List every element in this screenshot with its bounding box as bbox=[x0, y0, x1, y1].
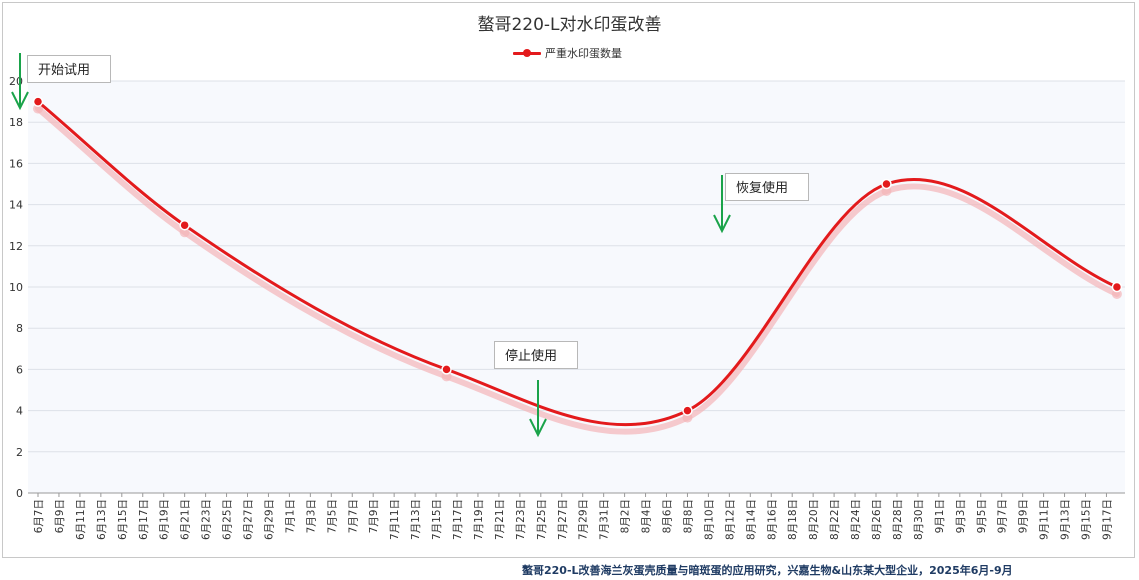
x-tick-label: 8月8日 bbox=[682, 499, 694, 533]
x-tick-label: 6月25日 bbox=[222, 499, 234, 540]
x-tick-label: 9月15日 bbox=[1081, 499, 1093, 540]
x-tick-label: 8月4日 bbox=[641, 499, 653, 533]
y-tick-label: 14 bbox=[9, 199, 23, 212]
x-tick-label: 7月17日 bbox=[452, 499, 464, 540]
annotation-arrows bbox=[11, 53, 731, 438]
x-tick-label: 9月11日 bbox=[1039, 499, 1051, 540]
arrow-head-icon bbox=[713, 214, 731, 234]
series-point[interactable] bbox=[682, 405, 693, 416]
x-tick-label: 8月30日 bbox=[913, 499, 925, 540]
chart-title: 螯哥220-L对水印蛋改善 bbox=[477, 15, 662, 35]
x-tick-label: 9月5日 bbox=[976, 499, 988, 533]
footer-caption: 螯哥220-L改善海兰灰蛋壳质量与暗斑蛋的应用研究，兴嘉生物&山东某大型企业，2… bbox=[522, 564, 1013, 577]
legend-label: 严重水印蛋数量 bbox=[545, 47, 622, 60]
x-tick-label: 8月26日 bbox=[871, 499, 883, 540]
x-tick-label: 6月13日 bbox=[96, 499, 108, 540]
x-tick-label: 6月21日 bbox=[180, 499, 192, 540]
x-tick-label: 8月28日 bbox=[892, 499, 904, 540]
x-tick-label: 9月9日 bbox=[1018, 499, 1030, 533]
series-point[interactable] bbox=[179, 219, 190, 231]
x-tick-label: 8月22日 bbox=[829, 499, 841, 540]
x-tick-label: 7月1日 bbox=[284, 499, 296, 533]
x-tick-label: 7月29日 bbox=[578, 499, 590, 540]
chart-frame bbox=[2, 2, 1135, 558]
series-point[interactable] bbox=[881, 178, 892, 190]
x-tick-label: 9月17日 bbox=[1101, 499, 1113, 540]
x-tick-label: 8月12日 bbox=[724, 499, 736, 540]
x-tick-label: 7月19日 bbox=[473, 499, 485, 540]
x-tick-label: 6月15日 bbox=[117, 499, 129, 540]
y-tick-label: 4 bbox=[16, 405, 23, 418]
x-tick-label: 9月1日 bbox=[934, 499, 946, 533]
x-tick-label: 9月3日 bbox=[955, 499, 967, 533]
y-tick-label: 6 bbox=[16, 363, 23, 376]
legend-swatch-icon bbox=[513, 48, 541, 58]
x-tick-label: 6月23日 bbox=[201, 499, 213, 540]
y-tick-label: 8 bbox=[16, 322, 23, 335]
x-tick-label: 7月23日 bbox=[515, 499, 527, 540]
x-tick-label: 7月5日 bbox=[326, 499, 338, 533]
x-tick-label: 6月27日 bbox=[243, 499, 255, 540]
x-tick-label: 7月9日 bbox=[368, 499, 380, 533]
x-tick-label: 7月13日 bbox=[410, 499, 422, 540]
annotation-start: 开始试用 bbox=[27, 55, 111, 83]
x-tick-label: 7月25日 bbox=[536, 499, 548, 540]
x-tick-label: 6月17日 bbox=[138, 499, 150, 540]
x-tick-label: 7月15日 bbox=[431, 499, 443, 540]
series-layer bbox=[32, 96, 1123, 435]
grid bbox=[28, 80, 1125, 494]
arrow-head-icon bbox=[529, 418, 547, 438]
x-tick-label: 7月31日 bbox=[599, 499, 611, 540]
x-tick-label: 8月14日 bbox=[745, 499, 757, 540]
x-tick-label: 9月13日 bbox=[1060, 499, 1072, 540]
x-tick-label: 7月7日 bbox=[347, 499, 359, 533]
y-tick-label: 16 bbox=[9, 157, 23, 170]
x-tick-label: 9月7日 bbox=[997, 499, 1009, 533]
series-point[interactable] bbox=[32, 96, 44, 107]
x-tick-label: 6月9日 bbox=[54, 499, 66, 533]
arrow-head-icon bbox=[11, 91, 29, 111]
legend[interactable]: 严重水印蛋数量 bbox=[513, 45, 622, 61]
x-tick-label: 6月7日 bbox=[33, 499, 45, 533]
x-tick-label: 8月20日 bbox=[808, 499, 820, 540]
y-tick-label: 2 bbox=[16, 446, 23, 459]
y-tick-label: 0 bbox=[16, 487, 23, 500]
x-tick-label: 6月19日 bbox=[159, 499, 171, 540]
x-tick-label: 7月21日 bbox=[494, 499, 506, 540]
x-tick-label: 8月24日 bbox=[850, 499, 862, 540]
series-point[interactable] bbox=[441, 364, 452, 375]
y-tick-label: 10 bbox=[9, 281, 23, 294]
x-tick-label: 8月6日 bbox=[662, 499, 674, 533]
x-tick-label: 8月16日 bbox=[766, 499, 778, 540]
x-tick-label: 8月2日 bbox=[620, 499, 632, 533]
x-tick-label: 7月3日 bbox=[305, 499, 317, 533]
annotation-stop: 停止使用 bbox=[494, 341, 578, 369]
x-tick-label: 6月11日 bbox=[75, 499, 87, 540]
x-tick-label: 8月18日 bbox=[787, 499, 799, 540]
annotation-resume: 恢复使用 bbox=[725, 173, 809, 201]
y-tick-label: 18 bbox=[9, 116, 23, 129]
series-point[interactable] bbox=[1111, 281, 1123, 293]
x-tick-label: 8月10日 bbox=[703, 499, 715, 540]
x-tick-label: 6月29日 bbox=[263, 499, 275, 540]
y-tick-label: 12 bbox=[9, 240, 23, 253]
x-tick-label: 7月11日 bbox=[389, 499, 401, 540]
x-tick-label: 7月27日 bbox=[557, 499, 569, 540]
